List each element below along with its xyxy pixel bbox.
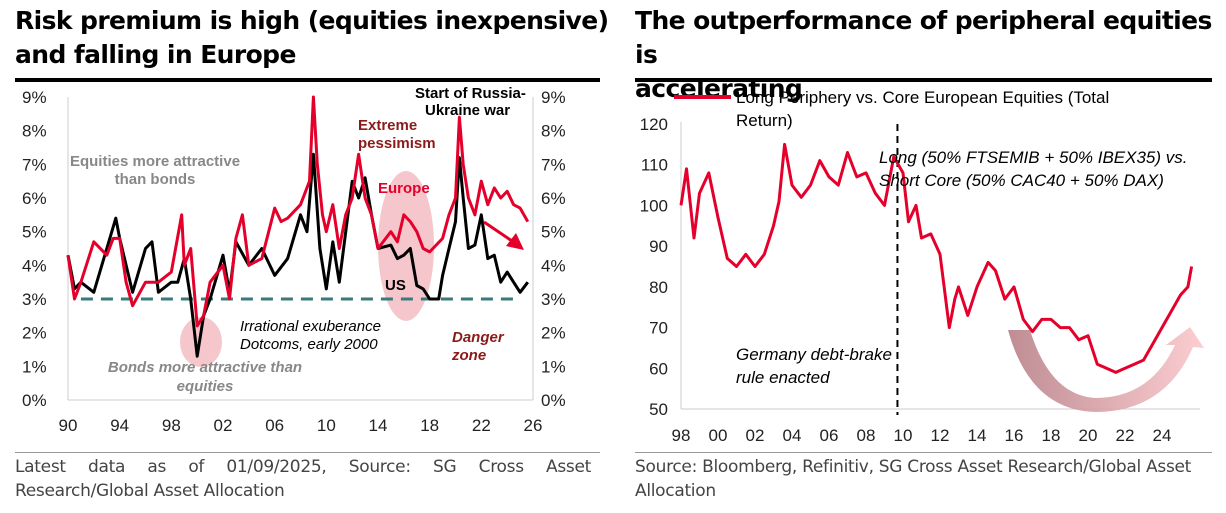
- left-footer-line1: Latest data as of 01/09/2025, Source: SG…: [15, 457, 591, 477]
- right-title-rule: [635, 78, 1212, 82]
- legend-label: Long Periphery vs. Core European Equitie…: [736, 88, 1109, 107]
- annotation-bonds-attractive: Bonds more attractive than: [108, 359, 302, 376]
- right-x-tick-label: 00: [709, 426, 728, 445]
- annotation-equities-attractive: Equities more attractive: [70, 153, 240, 170]
- annotation-irrational: Irrational exuberance: [240, 318, 381, 335]
- left-y2-tick-label: 0%: [541, 391, 566, 410]
- left-footer-2: Research/Global Asset Allocation: [15, 479, 285, 503]
- right-x-tick-label: 08: [857, 426, 876, 445]
- right-x-tick-label: 04: [783, 426, 802, 445]
- right-footer-line2: Allocation: [635, 481, 716, 501]
- annotation-pessimism: pessimism: [358, 135, 436, 152]
- left-title: Risk premium is high (equities inexpensi…: [15, 4, 609, 72]
- right-footer-line1: Source: Bloomberg, Refinitiv, SG Cross A…: [635, 457, 1192, 477]
- pessimism-ellipse: [378, 171, 434, 321]
- annotation-equities-attractive-2: than bonds: [115, 171, 196, 188]
- left-x-tick-label: 98: [162, 416, 181, 435]
- right-y-tick-label: 120: [640, 115, 668, 134]
- left-y-tick-label: 8%: [22, 122, 47, 141]
- series-europe: [66, 95, 530, 328]
- left-y2-tick-label: 9%: [541, 88, 566, 107]
- annotation-extreme: Extreme: [358, 117, 417, 134]
- left-y-tick-label: 2%: [22, 324, 47, 343]
- u-turn-arrow: [1008, 327, 1204, 412]
- left-y2-tick-label: 4%: [541, 256, 566, 275]
- falling-arrow-head: [506, 233, 524, 250]
- left-y-tick-label: 6%: [22, 189, 47, 208]
- right-x-tick-label: 24: [1153, 426, 1172, 445]
- left-x-tick-label: 10: [317, 416, 336, 435]
- left-x-tick-label: 06: [265, 416, 284, 435]
- left-y2-tick-label: 7%: [541, 155, 566, 174]
- right-x-tick-label: 12: [931, 426, 950, 445]
- annotation-long: Long (50% FTSEMIB + 50% IBEX35) vs.: [879, 148, 1188, 167]
- left-title-line2: and falling in Europe: [15, 40, 296, 69]
- right-y-tick-label: 70: [649, 319, 668, 338]
- left-footer-line2: Research/Global Asset Allocation: [15, 481, 285, 501]
- right-x-tick-label: 18: [1042, 426, 1061, 445]
- label-europe: Europe: [378, 180, 430, 197]
- right-y-tick-label: 90: [649, 237, 668, 256]
- right-y-tick-label: 50: [649, 400, 668, 419]
- left-y-tick-label: 4%: [22, 256, 47, 275]
- left-y-tick-label: 7%: [22, 155, 47, 174]
- annotation-bonds-attractive-2: equities: [177, 378, 234, 395]
- left-y-tick-label: 5%: [22, 223, 47, 242]
- right-x-tick-label: 14: [968, 426, 987, 445]
- annotation-russia-war-2: Ukraine war: [425, 102, 510, 119]
- right-x-tick-label: 02: [746, 426, 765, 445]
- right-y-tick-label: 100: [640, 196, 668, 215]
- left-title-rule: [15, 78, 600, 82]
- left-y-tick-label: 1%: [22, 357, 47, 376]
- left-y-tick-label: 9%: [22, 88, 47, 107]
- right-y-tick-label: 60: [649, 359, 668, 378]
- dotcom-ellipse: [180, 317, 222, 367]
- falling-arrow-shaft: [483, 220, 516, 245]
- left-x-tick-label: 22: [472, 416, 491, 435]
- left-x-tick-label: 18: [420, 416, 439, 435]
- right-x-tick-label: 22: [1116, 426, 1135, 445]
- annotation-rule-enacted: rule enacted: [736, 368, 830, 387]
- left-x-tick-label: 94: [110, 416, 129, 435]
- right-x-tick-label: 20: [1079, 426, 1098, 445]
- right-footer: Source: Bloomberg, Refinitiv, SG Cross A…: [635, 455, 1191, 503]
- left-y2-tick-label: 8%: [541, 122, 566, 141]
- left-y2-tick-label: 2%: [541, 324, 566, 343]
- left-x-tick-label: 26: [524, 416, 543, 435]
- left-footer: Latest data as of 01/09/2025, Source: SG…: [15, 455, 591, 479]
- left-y2-tick-label: 3%: [541, 290, 566, 309]
- annotation-danger: Danger: [452, 329, 505, 346]
- right-x-tick-label: 06: [820, 426, 839, 445]
- left-title-line1: Risk premium is high (equities inexpensi…: [15, 6, 609, 35]
- right-y-tick-label: 80: [649, 278, 668, 297]
- annotation-germany: Germany debt-brake: [736, 345, 892, 364]
- annotation-russia-war: Start of Russia-: [415, 85, 526, 102]
- right-x-tick-label: 98: [672, 426, 691, 445]
- left-y-tick-label: 0%: [22, 391, 47, 410]
- series-periphery-vs-core: [679, 142, 1194, 374]
- left-y2-tick-label: 1%: [541, 357, 566, 376]
- legend-label-2: Return): [736, 111, 793, 130]
- series-us: [66, 152, 529, 358]
- annotation-short: Short Core (50% CAC40 + 50% DAX): [879, 171, 1164, 190]
- left-x-tick-label: 14: [369, 416, 388, 435]
- right-x-tick-label: 10: [894, 426, 913, 445]
- left-x-tick-label: 02: [214, 416, 233, 435]
- right-footer-rule: [635, 452, 1212, 453]
- right-y-tick-label: 110: [641, 156, 668, 175]
- right-edge-mask: [1212, 140, 1226, 200]
- left-y-tick-label: 3%: [22, 290, 47, 309]
- right-x-tick-label: 16: [1005, 426, 1024, 445]
- label-us: US: [385, 277, 406, 294]
- left-y2-tick-label: 5%: [541, 223, 566, 242]
- right-title-line1: The outperformance of peripheral equitie…: [635, 6, 1212, 69]
- annotation-dotcoms: Dotcoms, early 2000: [240, 336, 378, 353]
- left-x-tick-label: 90: [59, 416, 78, 435]
- left-y2-tick-label: 6%: [541, 189, 566, 208]
- left-footer-rule: [15, 452, 600, 453]
- annotation-zone: zone: [451, 347, 486, 364]
